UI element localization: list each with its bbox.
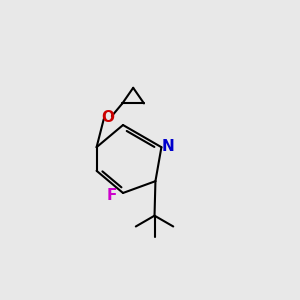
Text: O: O xyxy=(101,110,115,125)
Text: N: N xyxy=(162,139,174,154)
Text: F: F xyxy=(106,188,117,203)
